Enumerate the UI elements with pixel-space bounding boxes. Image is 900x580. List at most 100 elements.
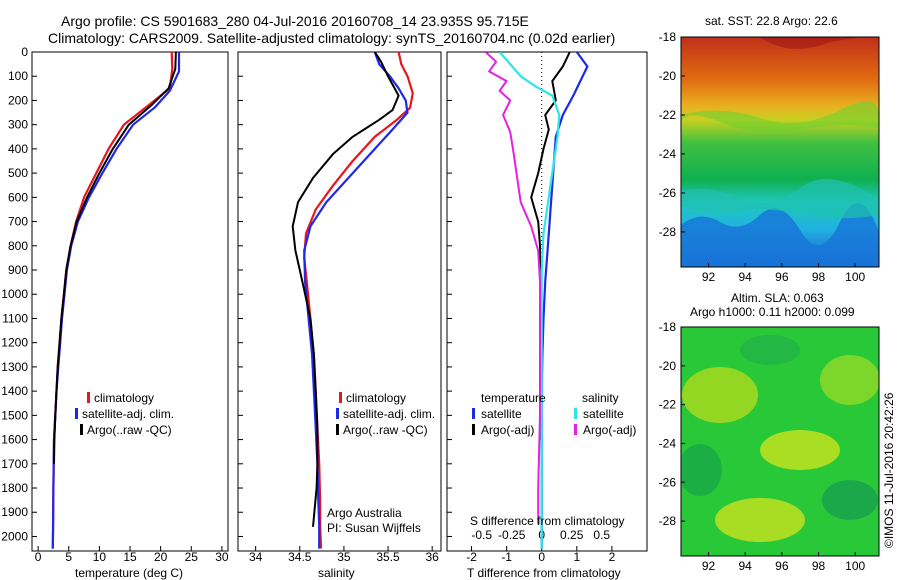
header-line1: Argo profile: CS 5901683_280 04-Jul-2016… (61, 13, 529, 29)
s-diff-tick-label: 0.25 (560, 528, 584, 542)
sla-high-patch (715, 498, 805, 542)
lat-tick-label: -22 (659, 108, 677, 122)
x-tick-label: 0 (538, 550, 545, 564)
x-tick-label: 10 (93, 550, 107, 564)
sla-map-title: Altim. SLA: 0.063 (731, 291, 824, 305)
depth-tick-label: 700 (8, 215, 28, 229)
legend-swatch-s-satellite (574, 408, 577, 419)
lat-tick-label: -28 (659, 514, 677, 528)
legend-label-t-argo: Argo(-adj) (481, 423, 534, 437)
legend-label-satellite: satellite-adj. clim. (82, 407, 174, 421)
temperature-legend: climatology satellite-adj. clim. Argo(..… (75, 391, 174, 437)
series-line-satellite-adj-clim (51, 52, 181, 549)
lat-tick-label: -18 (659, 30, 677, 44)
t-difference-axis-label: T difference from climatology (467, 566, 621, 580)
sst-map-title: sat. SST: 22.8 Argo: 22.6 (705, 14, 838, 28)
depth-axis: 0 100 200 300 400 500 600 700 800 900 1000 1100 1200… (1, 45, 452, 543)
x-tick-label: 15 (123, 550, 137, 564)
lon-tick-label: 96 (775, 559, 789, 573)
sst-cold-band (681, 203, 879, 267)
salinity-panel-frame (237, 51, 442, 552)
series-line-argo-raw-qc (291, 52, 400, 527)
legend-label-t-satellite: satellite (481, 407, 522, 421)
sla-low-patch (740, 335, 800, 365)
sla-map-frame (680, 326, 880, 557)
sla-low-patch (681, 444, 722, 496)
depth-tick-label: 1900 (1, 505, 28, 519)
legend-swatch-satellite (75, 408, 78, 419)
t-difference-x-axis: -2 -1 0 1 2 (466, 546, 616, 564)
series-line-argo-raw-qc (53, 52, 177, 464)
depth-tick-label: 500 (8, 166, 28, 180)
legend-swatch-s-argo (574, 424, 577, 435)
salinity-legend: climatology satellite-adj. clim. Argo(..… (336, 391, 435, 437)
legend-swatch-climatology (87, 392, 90, 403)
depth-tick-label: 800 (8, 239, 28, 253)
lon-tick-label: 94 (738, 270, 752, 284)
lat-tick-label: -26 (659, 186, 677, 200)
x-tick-label: 36 (425, 550, 439, 564)
sla-map-subtitle: Argo h1000: 0.11 h2000: 0.099 (690, 305, 855, 319)
x-tick-label: 2 (609, 550, 616, 564)
lat-tick-label: -24 (659, 436, 677, 450)
x-tick-label: 34.5 (288, 550, 312, 564)
header-line2: Climatology: CARS2009. Satellite-adjuste… (48, 30, 615, 46)
series-line-climatology (303, 52, 414, 549)
lat-tick-label: -20 (659, 359, 677, 373)
depth-tick-label: 1300 (1, 360, 28, 374)
x-tick-label: 35.5 (376, 550, 400, 564)
legend-heading-salinity: salinity (582, 391, 619, 405)
credit-pi: PI: Susan Wijffels (327, 521, 421, 535)
temperature-panel-frame (31, 51, 229, 552)
sla-high-patch (682, 367, 758, 423)
lat-tick-label: -24 (659, 147, 677, 161)
sst-longitude-axis: 92 94 96 98 100 (702, 263, 865, 284)
legend-label-satellite: satellite-adj. clim. (343, 407, 435, 421)
lon-tick-label: 100 (845, 559, 865, 573)
sla-low-patch (822, 480, 878, 520)
x-tick-label: 1 (573, 550, 580, 564)
legend-label-s-satellite: satellite (583, 407, 624, 421)
temperature-x-axis: 0 5 10 15 20 25 30 (35, 546, 229, 564)
lat-tick-label: -18 (659, 320, 677, 334)
difference-series (484, 52, 589, 549)
temperature-axis-label: temperature (deg C) (75, 566, 183, 580)
legend-label-argo: Argo(..raw -QC) (343, 423, 428, 437)
x-tick-label: 35 (337, 550, 351, 564)
depth-tick-label: 1400 (1, 384, 28, 398)
lat-tick-label: -26 (659, 475, 677, 489)
sst-warm-core (760, 37, 860, 49)
depth-tick-label: 900 (8, 263, 28, 277)
s-diff-tick-label: 0.5 (593, 528, 610, 542)
s-diff-tick-label: -0.5 (471, 528, 492, 542)
legend-heading-temperature: temperature (481, 391, 546, 405)
depth-tick-label: 1600 (1, 433, 28, 447)
sla-longitude-axis: 92 94 96 98 100 (702, 552, 865, 573)
legend-label-climatology: climatology (346, 391, 406, 405)
sst-cyan-band (681, 178, 879, 219)
s-difference-axis-label: S difference from climatology (470, 514, 625, 528)
legend-label-s-argo: Argo(-adj) (583, 423, 636, 437)
x-tick-label: 0 (35, 550, 42, 564)
legend-label-argo: Argo(..raw -QC) (87, 423, 172, 437)
depth-tick-label: 0 (21, 45, 28, 59)
sla-high-patch (760, 430, 840, 470)
x-tick-label: 20 (154, 550, 168, 564)
temperature-series (51, 52, 181, 549)
legend-swatch-t-argo (472, 424, 475, 435)
depth-tick-label: 1700 (1, 457, 28, 471)
sla-heatmap (681, 327, 879, 556)
depth-tick-label: 1800 (1, 481, 28, 495)
x-tick-label: -2 (466, 550, 477, 564)
legend-swatch-argo (80, 424, 83, 435)
depth-tick-label: 200 (8, 93, 28, 107)
series-line-salinity-satellite (498, 52, 561, 549)
legend-label-climatology: climatology (94, 391, 154, 405)
sst-transition-band (681, 101, 879, 133)
lon-tick-label: 98 (812, 270, 826, 284)
s-diff-tick-label: -0.25 (498, 528, 526, 542)
x-tick-label: 5 (65, 550, 72, 564)
depth-tick-label: 600 (8, 190, 28, 204)
x-tick-label: 25 (185, 550, 199, 564)
depth-tick-label: 1500 (1, 408, 28, 422)
